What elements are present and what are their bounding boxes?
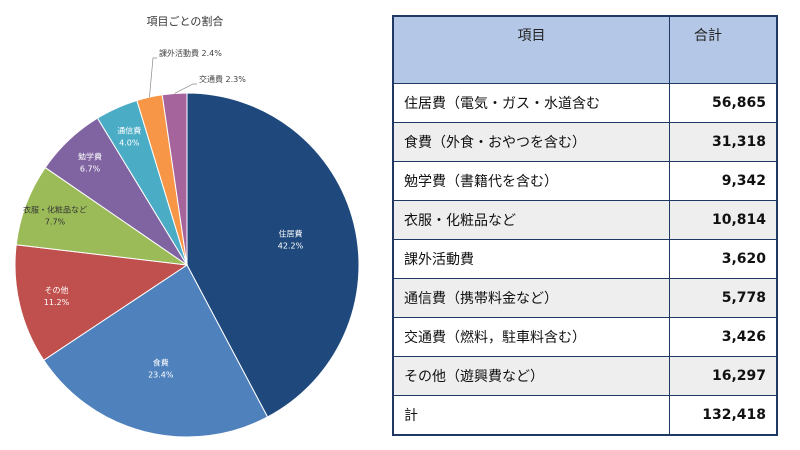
expense-table: 項目 合計 住居費（電気・ガス・水道含む 56,865 食費（外食・おやつを含む… bbox=[392, 15, 778, 436]
table-row: 通信費（携帯料金など） 5,778 bbox=[392, 278, 778, 318]
slice-percent-label: 4.0% bbox=[119, 138, 140, 147]
chart-title: 項目ごとの割合 bbox=[146, 15, 224, 28]
slice-percent-label: 42.2% bbox=[278, 241, 304, 250]
row-item: 衣服・化粧品など bbox=[392, 200, 670, 240]
slice-percent-label: 6.7% bbox=[80, 165, 101, 174]
header-item: 項目 bbox=[392, 15, 670, 84]
pie-slice-other bbox=[14, 244, 189, 361]
slice-percent-label: 7.7% bbox=[45, 217, 66, 226]
pie-chart: 住居費 42.2% 食費 23.4% その他 11.2% 衣服・化粧品など 7.7% 勉学費 6.… bbox=[14, 48, 360, 438]
slice-name-label: 衣服・化粧品など bbox=[23, 204, 87, 214]
table-row: その他（遊興費など） 16,297 bbox=[392, 356, 778, 396]
row-total: 3,426 bbox=[669, 317, 778, 357]
slice-percent-label: 23.4% bbox=[148, 370, 174, 379]
row-item: 住居費（電気・ガス・水道含む bbox=[392, 83, 670, 123]
table-row: 勉学費（書籍代を含む） 9,342 bbox=[392, 161, 778, 201]
slice-callout-label: 課外活動費 2.4% bbox=[159, 48, 222, 58]
slice-callout-label: 交通費 2.3% bbox=[199, 74, 246, 84]
table-row: 住居費（電気・ガス・水道含む 56,865 bbox=[392, 83, 778, 123]
row-total: 56,865 bbox=[669, 83, 778, 123]
row-item: 通信費（携帯料金など） bbox=[392, 278, 670, 318]
row-total: 9,342 bbox=[669, 161, 778, 201]
row-item: 勉学費（書籍代を含む） bbox=[392, 161, 670, 201]
table-total-row: 計 132,418 bbox=[392, 395, 778, 436]
row-total: 3,620 bbox=[669, 239, 778, 279]
slice-name-label: 勉学費 bbox=[78, 152, 102, 162]
row-item: 課外活動費 bbox=[392, 239, 670, 279]
row-total: 16,297 bbox=[669, 356, 778, 396]
row-item: 食費（外食・おやつを含む） bbox=[392, 122, 670, 162]
callout-leader-line bbox=[174, 83, 197, 94]
pie-slice-housing bbox=[186, 92, 360, 418]
row-total: 132,418 bbox=[669, 395, 778, 436]
table-row: 衣服・化粧品など 10,814 bbox=[392, 200, 778, 240]
row-total: 31,318 bbox=[669, 122, 778, 162]
header-total: 合計 bbox=[669, 15, 778, 84]
slice-name-label: 通信費 bbox=[117, 125, 141, 135]
callout-leader-line bbox=[149, 57, 157, 98]
table-row: 食費（外食・おやつを含む） 31,318 bbox=[392, 122, 778, 162]
table-row: 課外活動費 3,620 bbox=[392, 239, 778, 279]
row-total: 10,814 bbox=[669, 200, 778, 240]
slice-name-label: 食費 bbox=[153, 357, 169, 367]
row-item: 交通費（燃料，駐車料含む） bbox=[392, 317, 670, 357]
row-item: その他（遊興費など） bbox=[392, 356, 670, 396]
row-total: 5,778 bbox=[669, 278, 778, 318]
slice-name-label: 住居費 bbox=[278, 228, 302, 238]
pie-slice-food bbox=[43, 264, 269, 438]
slice-name-label: その他 bbox=[45, 285, 69, 295]
table-header-row: 項目 合計 bbox=[392, 15, 778, 84]
slice-percent-label: 11.2% bbox=[44, 298, 70, 307]
table-row: 交通費（燃料，駐車料含む） 3,426 bbox=[392, 317, 778, 357]
row-item: 計 bbox=[392, 395, 670, 436]
